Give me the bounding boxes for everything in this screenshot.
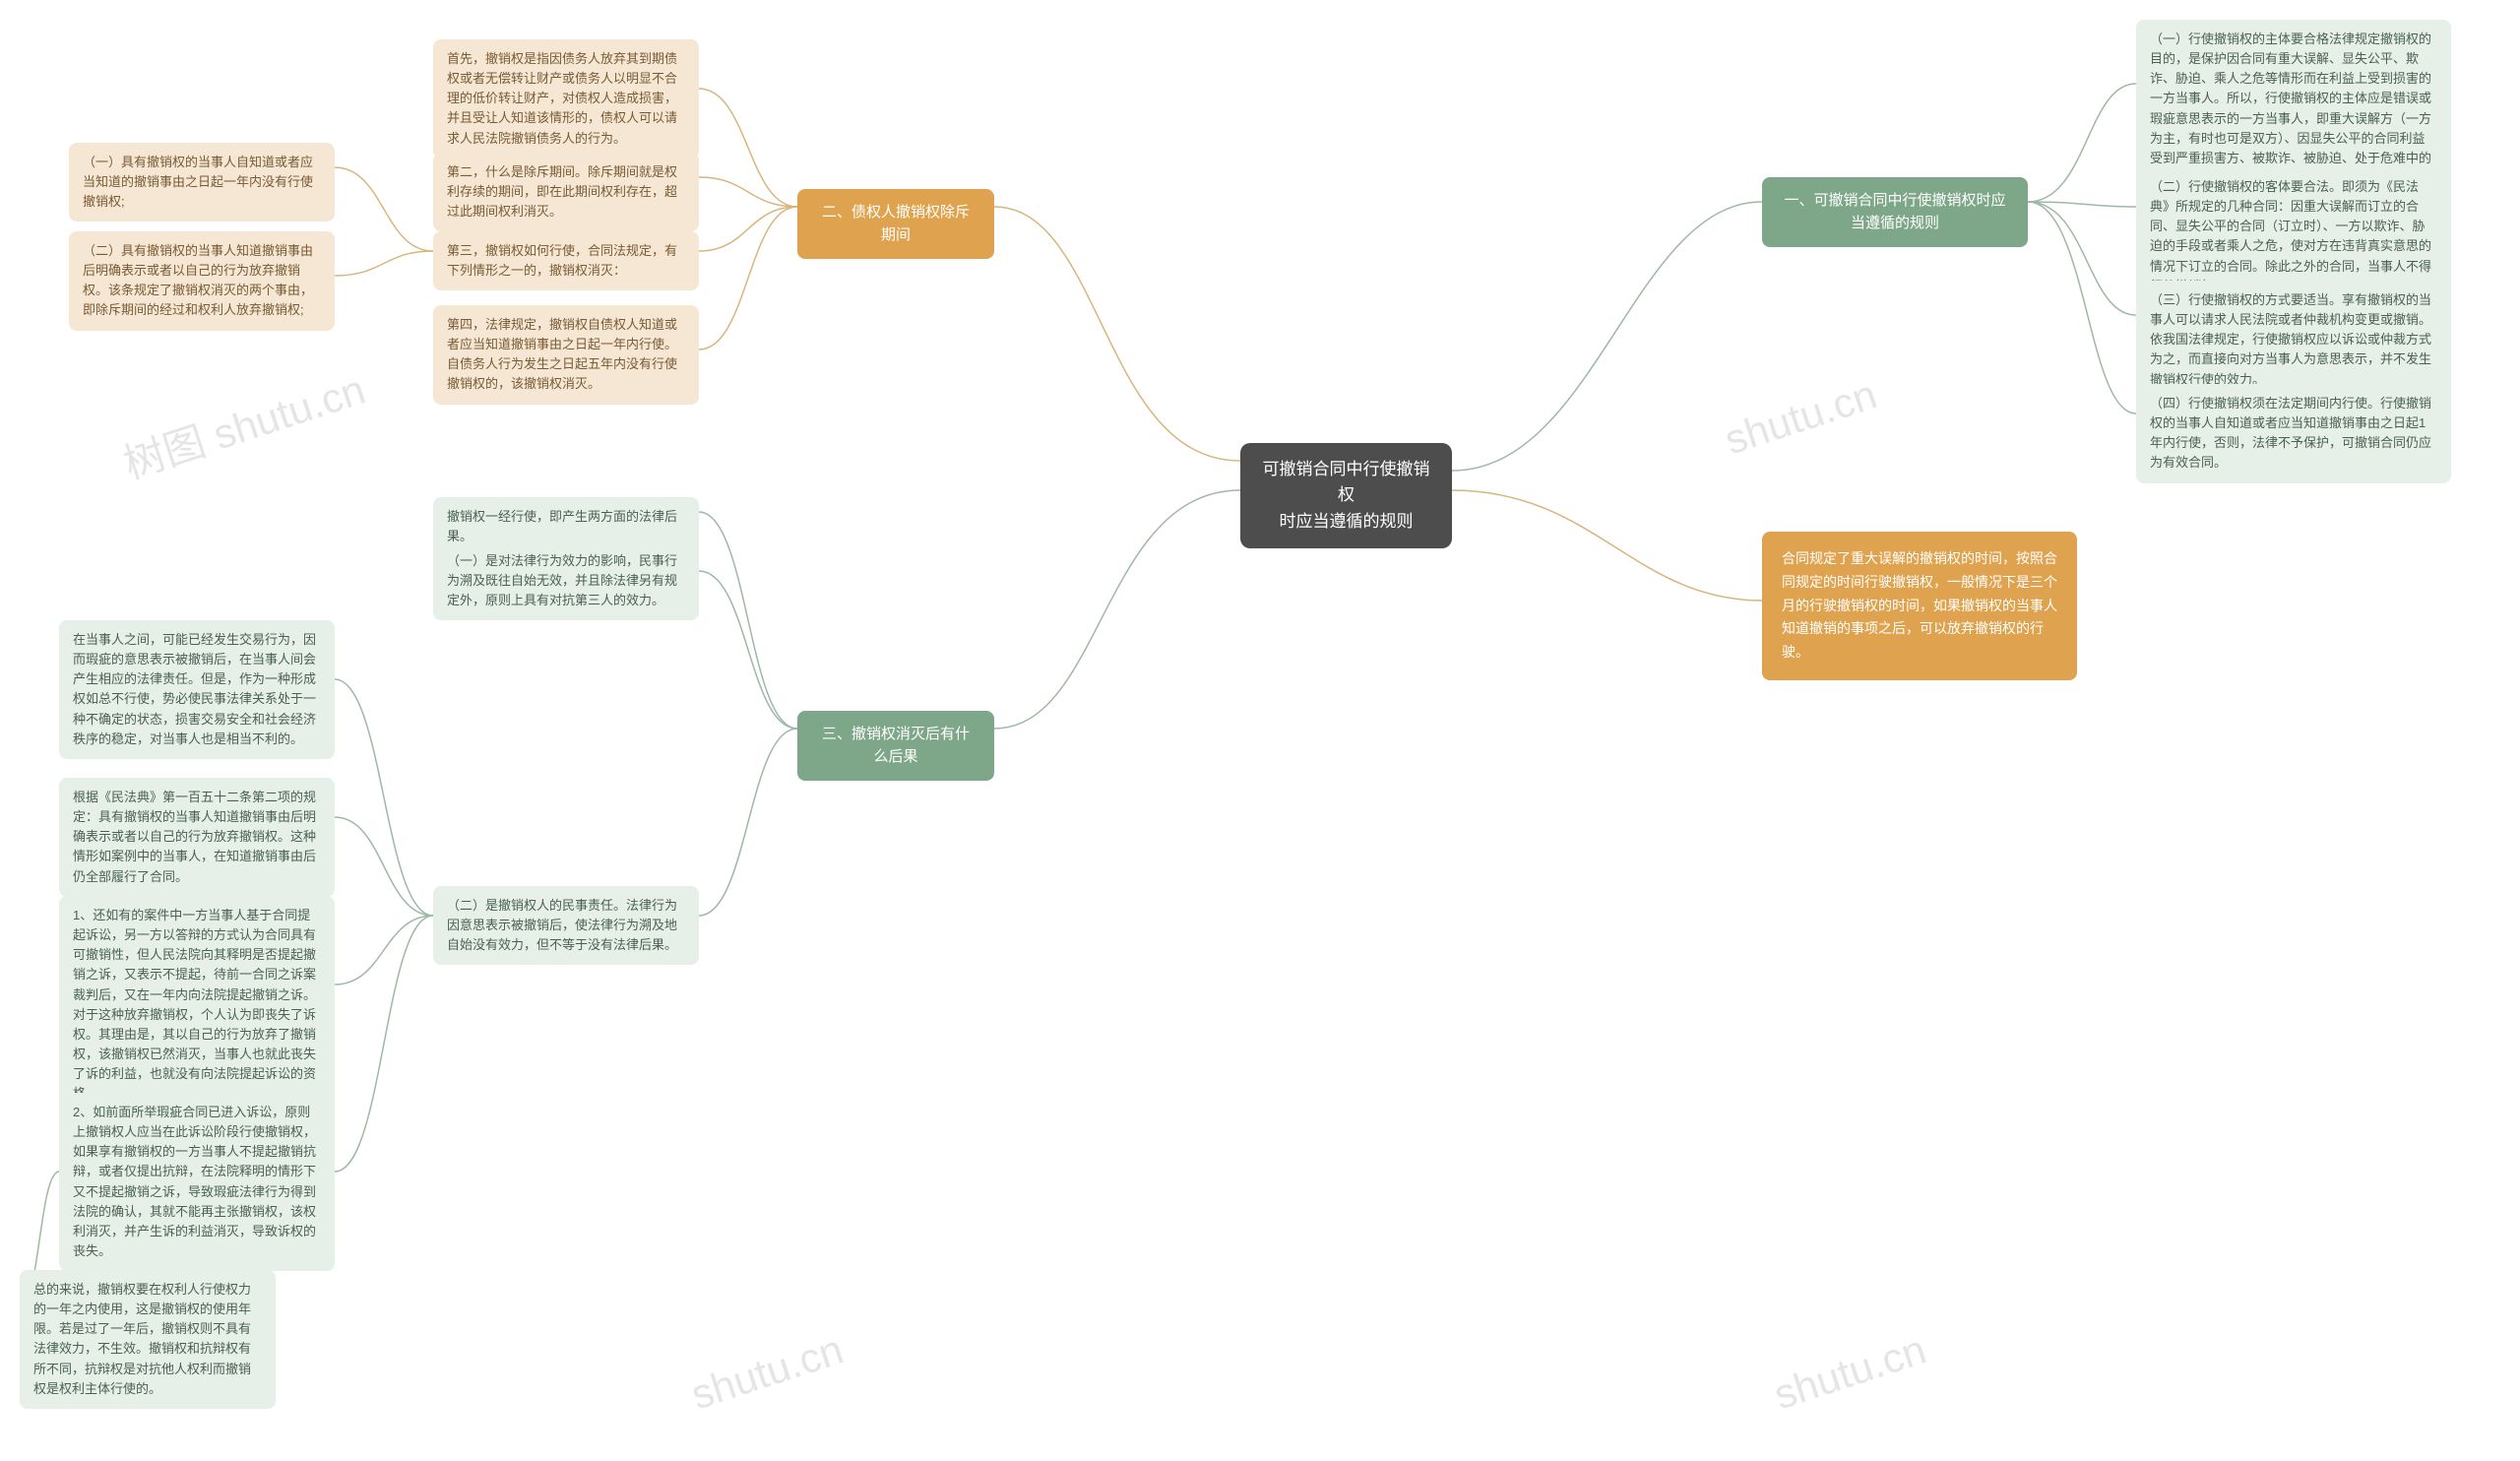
leaf-text: 2、如前面所举瑕疵合同已进入诉讼，原则上撤销权人应当在此诉讼阶段行使撤销权，如果… [73,1105,316,1258]
leaf-text: （二）行使撤销权的客体要合法。即须为《民法典》所规定的几种合同：因重大误解而订立… [2150,179,2431,293]
leaf-exclusion-3[interactable]: 第三，撤销权如何行使，合同法规定，有下列情形之一的，撤销权消灭： [433,231,699,290]
leaf-text: （二）具有撤销权的当事人知道撤销事由后明确表示或者以自己的行为放弃撤销权。该条规… [83,243,313,317]
watermark: shutu.cn [685,1326,849,1420]
leaf-text: 第二，什么是除斥期间。除斥期间就是权利存续的期间，即在此期间权利存在，超过此期间… [447,164,677,219]
watermark: shutu.cn [1719,371,1882,465]
leaf-cons-2a[interactable]: 在当事人之间，可能已经发生交易行为，因而瑕疵的意思表示被撤销后，在当事人间会产生… [59,620,335,759]
leaf-exclusion-1[interactable]: 首先，撤销权是指因债务人放弃其到期债权或者无偿转让财产或债务人以明显不合理的低价… [433,39,699,159]
leaf-text: 撤销权一经行使，即产生两方面的法律后果。 [447,509,677,543]
branch-label: 二、债权人撤销权除斥期间 [822,204,970,243]
leaf-text: 第三，撤销权如何行使，合同法规定，有下列情形之一的，撤销权消灭： [447,243,677,278]
leaf-rule-4[interactable]: （四）行使撤销权须在法定期间内行使。行使撤销权的当事人自知道或者应当知道撤销事由… [2136,384,2451,483]
leaf-text: 1、还如有的案件中一方当事人基于合同提起诉讼，另一方以答辩的方式认为合同具有可撤… [73,908,316,1101]
leaf-text: （一）是对法律行为效力的影响，民事行为溯及既往自始无效，并且除法律另有规定外，原… [447,553,677,607]
leaf-cons-2d[interactable]: 2、如前面所举瑕疵合同已进入诉讼，原则上撤销权人应当在此诉讼阶段行使撤销权，如果… [59,1093,335,1271]
branch-summary[interactable]: 合同规定了重大误解的撤销权的时间，按照合同规定的时间行驶撤销权，一般情况下是三个… [1762,532,2077,680]
leaf-text: 第四，法律规定，撤销权自债权人知道或者应当知道撤销事由之日起一年内行使。自债务人… [447,317,677,391]
leaf-text: （四）行使撤销权须在法定期间内行使。行使撤销权的当事人自知道或者应当知道撤销事由… [2150,396,2431,470]
leaf-text: （一）行使撤销权的主体要合格法律规定撤销权的目的，是保护因合同有重大误解、显失公… [2150,32,2431,185]
leaf-text: 首先，撤销权是指因债务人放弃其到期债权或者无偿转让财产或债务人以明显不合理的低价… [447,51,677,146]
leaf-text: 在当事人之间，可能已经发生交易行为，因而瑕疵的意思表示被撤销后，在当事人间会产生… [73,632,316,746]
branch-exclusion-period[interactable]: 二、债权人撤销权除斥期间 [797,189,994,259]
leaf-text: 总的来说，撤销权要在权利人行使权力的一年之内使用，这是撤销权的使用年限。若是过了… [33,1282,251,1396]
watermark: 树图 shutu.cn [115,356,372,491]
watermark: shutu.cn [1768,1326,1931,1420]
leaf-text: （二）是撤销权人的民事责任。法律行为因意思表示被撤销后，使法律行为溯及地自始没有… [447,898,677,952]
leaf-rule-3[interactable]: （三）行使撤销权的方式要适当。享有撤销权的当事人可以请求人民法院或者仲裁机构变更… [2136,281,2451,400]
leaf-exclusion-3b[interactable]: （二）具有撤销权的当事人知道撤销事由后明确表示或者以自己的行为放弃撤销权。该条规… [69,231,335,331]
root-node[interactable]: 可撤销合同中行使撤销权 时应当遵循的规则 [1240,443,1452,548]
summary-text: 合同规定了重大误解的撤销权的时间，按照合同规定的时间行驶撤销权，一般情况下是三个… [1782,550,2057,660]
leaf-cons-2c[interactable]: 1、还如有的案件中一方当事人基于合同提起诉讼，另一方以答辩的方式认为合同具有可撤… [59,896,335,1113]
branch-consequences[interactable]: 三、撤销权消灭后有什么后果 [797,711,994,781]
leaf-exclusion-2[interactable]: 第二，什么是除斥期间。除斥期间就是权利存续的期间，即在此期间权利存在，超过此期间… [433,153,699,231]
leaf-cons-1[interactable]: （一）是对法律行为效力的影响，民事行为溯及既往自始无效，并且除法律另有规定外，原… [433,541,699,620]
leaf-text: （一）具有撤销权的当事人自知道或者应当知道的撤销事由之日起一年内没有行使撤销权; [83,155,313,209]
leaf-text: 根据《民法典》第一百五十二条第二项的规定：具有撤销权的当事人知道撤销事由后明确表… [73,790,316,884]
leaf-exclusion-3a[interactable]: （一）具有撤销权的当事人自知道或者应当知道的撤销事由之日起一年内没有行使撤销权; [69,143,335,222]
branch-label: 一、可撤销合同中行使撤销权时应当遵循的规则 [1784,192,2005,231]
branch-label: 三、撤销权消灭后有什么后果 [822,726,970,765]
leaf-cons-2d-sub[interactable]: 总的来说，撤销权要在权利人行使权力的一年之内使用，这是撤销权的使用年限。若是过了… [20,1270,276,1409]
branch-rules[interactable]: 一、可撤销合同中行使撤销权时应当遵循的规则 [1762,177,2028,247]
root-label: 可撤销合同中行使撤销权 时应当遵循的规则 [1263,460,1430,531]
leaf-cons-2[interactable]: （二）是撤销权人的民事责任。法律行为因意思表示被撤销后，使法律行为溯及地自始没有… [433,886,699,965]
leaf-exclusion-4[interactable]: 第四，法律规定，撤销权自债权人知道或者应当知道撤销事由之日起一年内行使。自债务人… [433,305,699,405]
leaf-cons-2b[interactable]: 根据《民法典》第一百五十二条第二项的规定：具有撤销权的当事人知道撤销事由后明确表… [59,778,335,897]
leaf-text: （三）行使撤销权的方式要适当。享有撤销权的当事人可以请求人民法院或者仲裁机构变更… [2150,292,2431,387]
